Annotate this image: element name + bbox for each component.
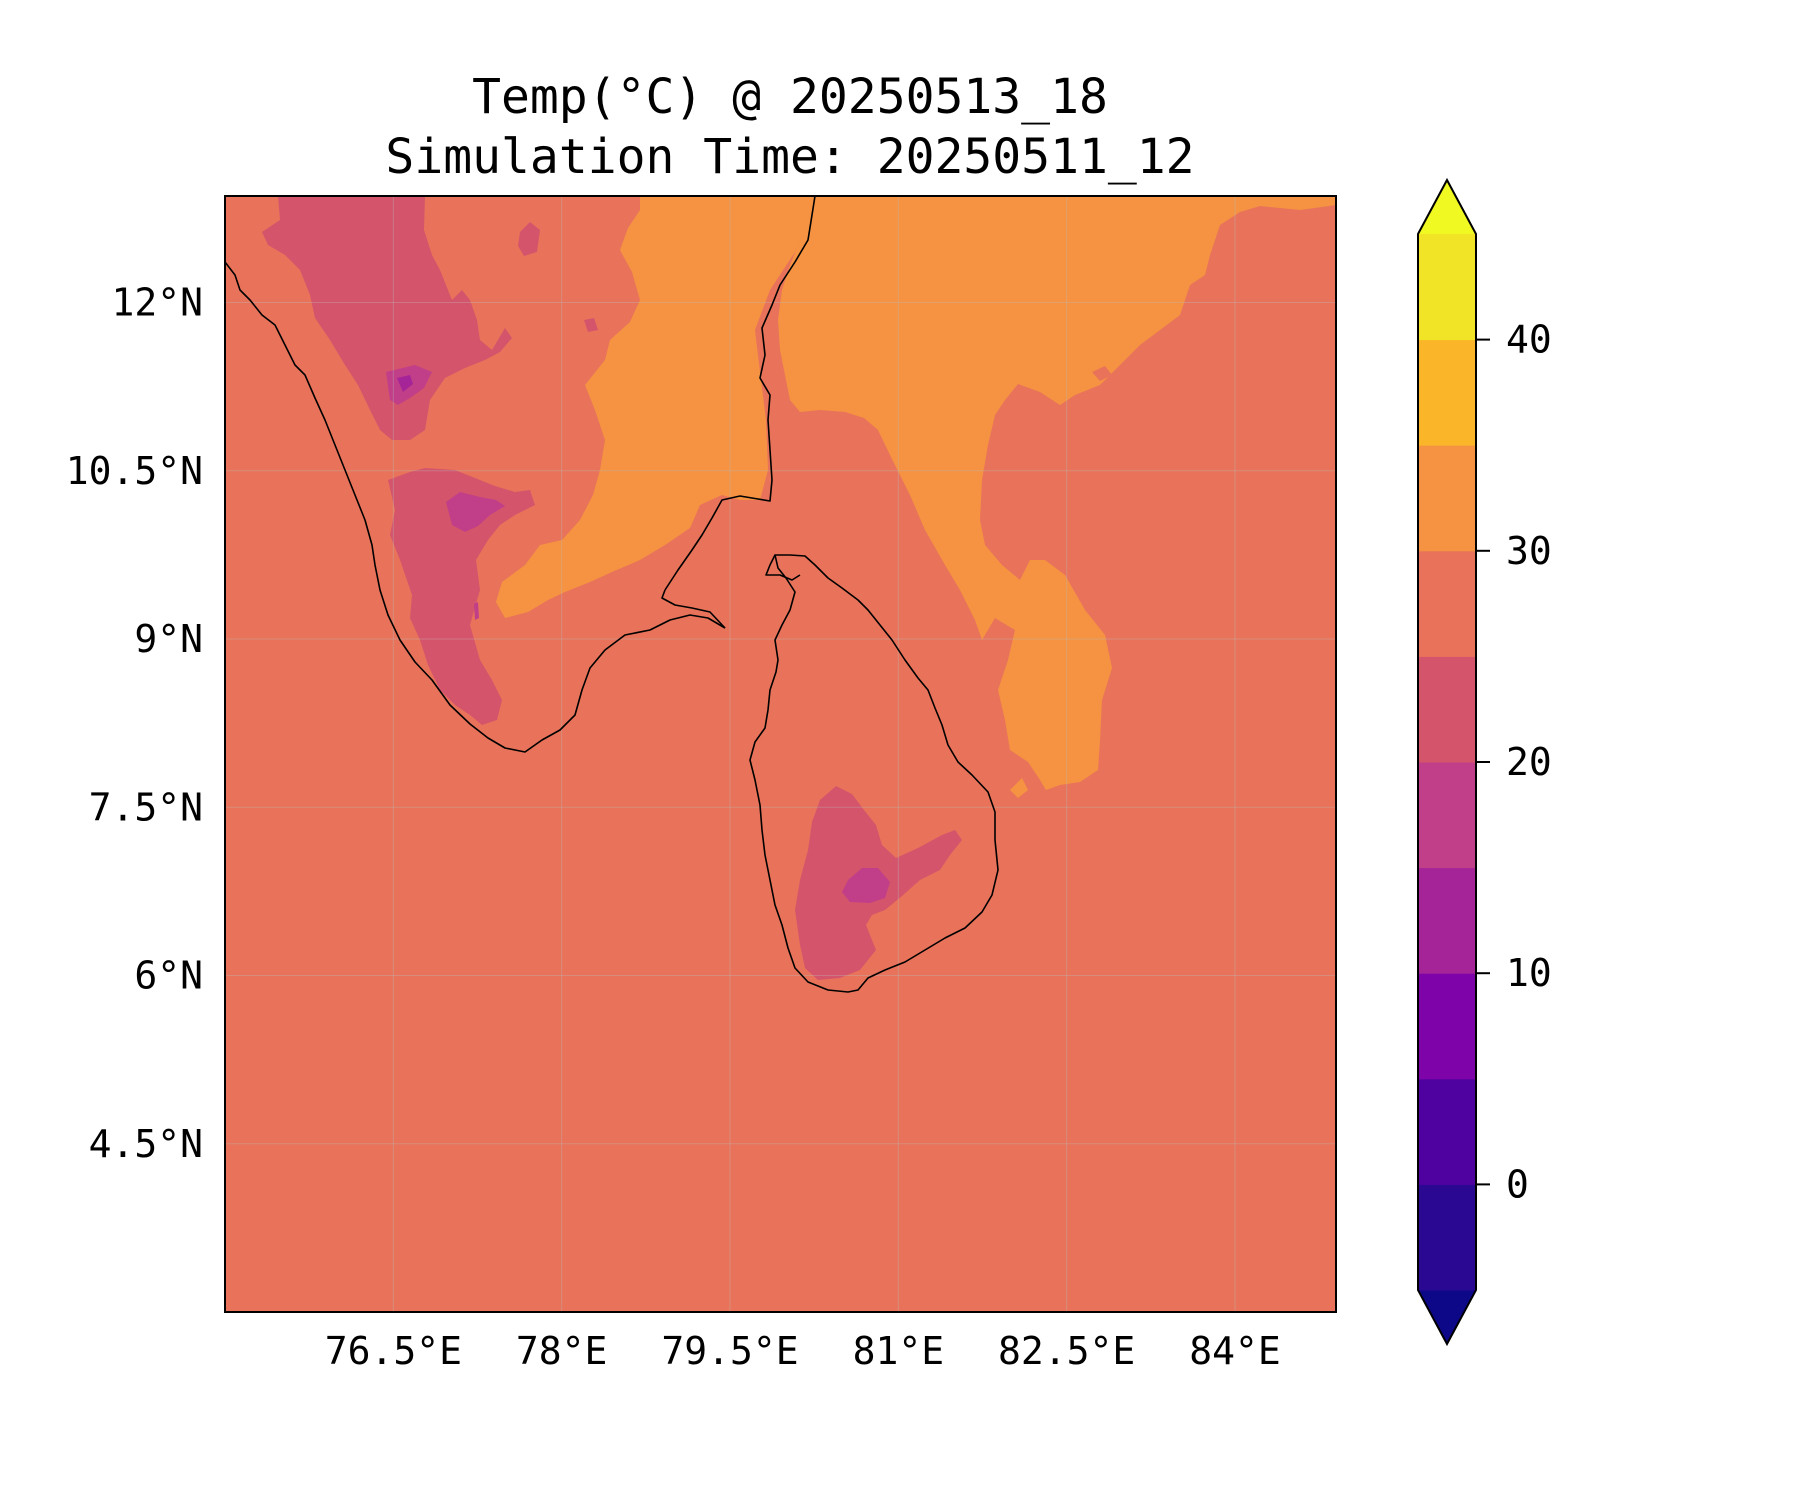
coastline-palk-strait: [661, 589, 726, 629]
colorbar-extend-over: [1418, 180, 1476, 234]
contour-10-15-north-core: [397, 375, 413, 392]
contour-15-20-south: [446, 492, 505, 532]
coastline-jaffna: [765, 554, 801, 581]
colorbar-tick-label: 20: [1506, 740, 1552, 784]
contour-30-35-islet: [1010, 778, 1028, 798]
contour-20-25-ghats-north: [262, 196, 512, 440]
figure-title: Temp(°C) @ 20250513_18: [472, 69, 1108, 125]
contour-20-25-ghats-south: [388, 468, 535, 725]
lat-tick-label: 6°N: [134, 954, 203, 998]
figure-subtitle: Simulation Time: 20250511_12: [385, 129, 1195, 185]
latitude-tick-labels: 12°N 10.5°N 9°N 7.5°N 6°N 4.5°N: [66, 281, 203, 1166]
colorbar-bin: [1418, 234, 1476, 341]
coastlines: [225, 196, 999, 993]
lat-tick-label: 12°N: [111, 281, 203, 325]
lat-tick-label: 10.5°N: [66, 449, 203, 493]
temperature-contours: [262, 196, 1336, 980]
colorbar-bin: [1418, 973, 1476, 1080]
longitude-tick-labels: 76.5°E 78°E 79.5°E 81°E 82.5°E 84°E: [325, 1329, 1281, 1373]
colorbar-bin: [1418, 445, 1476, 552]
lon-tick-label: 81°E: [853, 1329, 945, 1373]
colorbar-bin: [1418, 867, 1476, 974]
colorbar-tick-label: 40: [1506, 318, 1552, 362]
colorbar-tick-label: 30: [1506, 529, 1552, 573]
colorbar-bin: [1418, 550, 1476, 657]
contour-20-25-patch-b: [584, 318, 598, 332]
contour-15-20-srilanka: [842, 868, 890, 903]
lon-tick-label: 76.5°E: [325, 1329, 462, 1373]
contour-20-25-patch-a: [518, 222, 540, 256]
colorbar-bin: [1418, 339, 1476, 446]
contour-15-20-sliver: [474, 602, 479, 620]
lon-tick-label: 78°E: [516, 1329, 608, 1373]
colorbar-bin: [1418, 1184, 1476, 1291]
coastline-srilanka: [749, 554, 999, 993]
lat-tick-label: 9°N: [134, 617, 203, 661]
colorbar-bin: [1418, 1078, 1476, 1185]
map-gridlines: [225, 196, 1336, 1312]
contour-30-35-bay: [778, 196, 1336, 790]
coastline-india: [225, 261, 726, 753]
lat-tick-label: 4.5°N: [89, 1122, 203, 1166]
lon-tick-label: 82.5°E: [998, 1329, 1135, 1373]
colorbar-extend-under: [1418, 1290, 1476, 1344]
colorbar-tick-label: 10: [1506, 951, 1552, 995]
contour-25-30-pocket: [1092, 366, 1112, 381]
lon-tick-label: 84°E: [1189, 1329, 1281, 1373]
colorbar-bin: [1418, 762, 1476, 869]
coastline-india-east: [664, 196, 816, 591]
lon-tick-label: 79.5°E: [661, 1329, 798, 1373]
colorbar-outline: [1417, 177, 1477, 1347]
colorbar: 0 10 20 30 40: [1417, 177, 1552, 1347]
colorbar-tick-label: 0: [1506, 1162, 1529, 1206]
map-frame: [224, 195, 1337, 1313]
contour-30-35-tamilnadu: [496, 196, 812, 618]
colorbar-bin: [1418, 656, 1476, 763]
lat-tick-label: 7.5°N: [89, 785, 203, 829]
